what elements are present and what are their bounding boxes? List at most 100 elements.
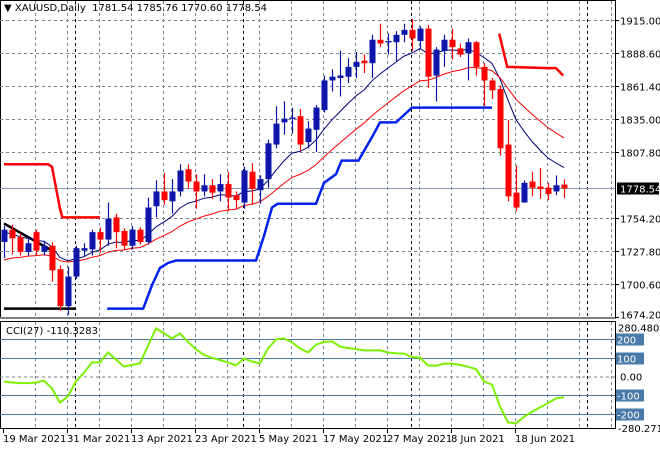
- bullish-candle: [369, 34, 376, 78]
- candle-body: [497, 89, 504, 149]
- candle-body: [369, 39, 376, 64]
- candle-body: [529, 181, 536, 188]
- candle-body: [33, 232, 40, 251]
- bullish-candle: [305, 121, 312, 149]
- symbol-label: XAUUSD,Daily: [14, 3, 86, 14]
- ohlc-readout: 1781.54 1785.76 1770.60 1778.54: [92, 3, 268, 14]
- bullish-candle: [201, 174, 208, 197]
- cci-zero-label: 0.00: [620, 373, 642, 384]
- bearish-candle: [505, 119, 512, 202]
- candle-body: [313, 107, 320, 130]
- chart-header: ▼ XAUUSD,Daily 1781.54 1785.76 1770.60 1…: [4, 3, 267, 14]
- bullish-candle: [177, 164, 184, 197]
- candle-body: [481, 66, 488, 81]
- candle-body: [81, 248, 88, 251]
- candle-body: [57, 269, 64, 307]
- bearish-candle: [33, 229, 40, 256]
- bullish-candle: [433, 47, 440, 102]
- candle-body: [321, 80, 328, 111]
- bullish-candle: [321, 75, 328, 113]
- candle-body: [289, 117, 296, 119]
- bearish-candle: [489, 77, 496, 99]
- bullish-candle: [417, 26, 424, 49]
- price-tick-label: 1861.40: [620, 83, 660, 94]
- candle-body: [393, 34, 400, 43]
- candle-body: [161, 191, 168, 201]
- candle-body: [361, 60, 368, 64]
- candle-body: [121, 230, 128, 246]
- candle-body: [449, 39, 456, 48]
- candle-body: [457, 48, 464, 55]
- price-tick-label: 1754.20: [620, 215, 660, 226]
- cci-min-label: -280.2713: [618, 424, 660, 435]
- date-label: 19 Mar 2021: [3, 434, 66, 445]
- price-tick-label: 1888.60: [620, 50, 660, 61]
- candle-body: [353, 61, 360, 67]
- bearish-candle: [361, 54, 368, 74]
- bullish-candle: [73, 245, 80, 280]
- candle-body: [49, 245, 56, 271]
- candle-body: [185, 169, 192, 182]
- candle-body: [537, 186, 544, 189]
- candle-body: [553, 185, 560, 192]
- candle-body: [329, 76, 336, 81]
- date-label: 18 Jun 2021: [515, 434, 575, 445]
- candle-body: [441, 39, 448, 51]
- bearish-candle: [377, 23, 384, 48]
- candle-body: [521, 182, 528, 203]
- bearish-candle: [17, 233, 24, 256]
- bullish-candle: [313, 105, 320, 152]
- bearish-candle: [121, 228, 128, 250]
- candle-body: [273, 123, 280, 145]
- triangle-down-icon[interactable]: ▼: [4, 3, 15, 14]
- candle-body: [425, 28, 432, 77]
- candle-body: [1, 229, 8, 243]
- candle-body: [153, 191, 160, 207]
- lower-channel-blue: [107, 106, 492, 310]
- candle-body: [433, 49, 440, 76]
- bullish-candle: [553, 175, 560, 196]
- bearish-candle: [473, 40, 480, 76]
- candle-body: [193, 181, 200, 192]
- candle-body: [129, 229, 136, 246]
- bearish-candle: [561, 179, 568, 199]
- candle-body: [513, 192, 520, 208]
- candle-body: [417, 28, 424, 41]
- candle-body: [169, 191, 176, 202]
- bearish-candle: [233, 191, 240, 209]
- candle-body: [401, 29, 408, 35]
- date-label: 31 Mar 2021: [67, 434, 130, 445]
- candle-body: [305, 128, 312, 143]
- cci-level-label: -100: [617, 392, 640, 403]
- cci-level-badge: [616, 389, 644, 402]
- bearish-candle: [481, 63, 488, 107]
- candle-body: [137, 229, 144, 243]
- candle-body: [385, 40, 392, 43]
- cci-max-label: 280.4809: [618, 324, 660, 335]
- cci-panel-frame: [0, 321, 616, 429]
- date-label: 27 May 2021: [387, 434, 452, 445]
- bullish-candle: [41, 240, 48, 256]
- cci-level-label: 200: [617, 336, 636, 347]
- bearish-candle: [113, 213, 120, 249]
- bullish-candle: [129, 225, 136, 250]
- bullish-candle: [521, 180, 528, 203]
- bullish-candle: [273, 106, 280, 149]
- bearish-candle: [57, 265, 64, 312]
- bullish-candle: [153, 180, 160, 218]
- bearish-candle: [137, 227, 144, 245]
- candle-body: [281, 118, 288, 123]
- bullish-candle: [89, 229, 96, 256]
- bullish-candle: [81, 243, 88, 257]
- date-label: 5 May 2021: [259, 434, 318, 445]
- bearish-candle: [249, 163, 256, 206]
- bearish-candle: [185, 164, 192, 189]
- main-panel-frame: [0, 0, 616, 319]
- bearish-candle: [9, 224, 16, 255]
- cci-line: [3, 326, 565, 425]
- candle-body: [225, 184, 232, 198]
- bearish-candle: [49, 242, 56, 282]
- upper-channel-red-left: [4, 163, 100, 219]
- bullish-candle: [393, 31, 400, 62]
